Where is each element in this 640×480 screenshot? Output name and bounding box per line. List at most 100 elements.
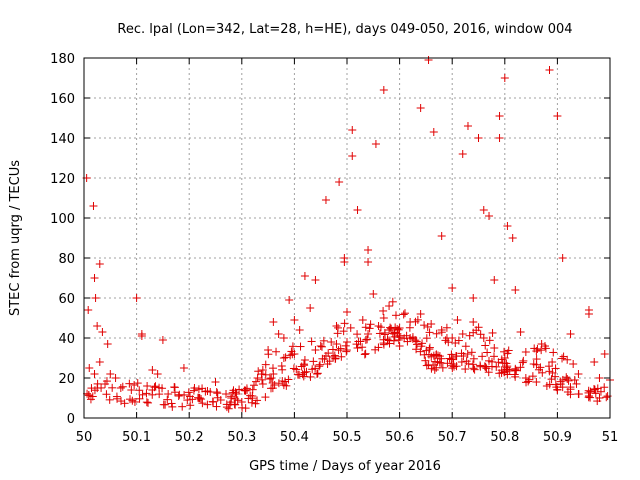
data-point xyxy=(268,364,277,373)
data-point xyxy=(388,297,397,306)
data-point xyxy=(354,337,363,346)
data-point xyxy=(102,377,111,386)
data-point xyxy=(476,330,485,339)
data-point xyxy=(335,178,344,186)
data-point xyxy=(591,389,600,398)
data-point xyxy=(340,319,349,328)
data-point xyxy=(533,344,542,353)
data-point xyxy=(490,344,499,352)
data-point xyxy=(295,326,304,334)
data-point xyxy=(385,302,394,310)
data-point xyxy=(261,393,270,402)
data-point xyxy=(212,388,221,397)
data-point xyxy=(84,306,93,314)
data-point xyxy=(248,394,257,403)
x-tick-label: 51 xyxy=(602,430,619,445)
y-tick-label: 0 xyxy=(67,412,75,427)
data-point xyxy=(399,310,408,319)
data-point xyxy=(593,397,602,406)
data-point xyxy=(272,347,281,356)
data-point xyxy=(133,379,142,388)
data-point xyxy=(258,366,267,374)
data-point xyxy=(267,374,276,383)
data-point xyxy=(203,400,212,409)
data-point xyxy=(559,352,568,361)
data-point xyxy=(379,306,388,315)
y-tick-label: 100 xyxy=(50,212,75,227)
data-point xyxy=(432,363,441,372)
data-point xyxy=(504,346,513,355)
data-point xyxy=(320,354,329,363)
data-point xyxy=(102,390,111,399)
data-point xyxy=(189,386,198,395)
data-point xyxy=(544,362,553,371)
data-point xyxy=(437,359,446,368)
data-point xyxy=(574,390,583,399)
y-tick-label: 20 xyxy=(58,372,75,387)
data-point xyxy=(108,383,117,392)
data-point xyxy=(461,342,470,351)
data-point xyxy=(103,340,112,348)
data-point xyxy=(333,329,342,338)
x-tick-label: 50.1 xyxy=(122,430,151,445)
data-point xyxy=(197,395,206,404)
data-point xyxy=(508,234,517,242)
data-point xyxy=(424,56,433,64)
data-point xyxy=(530,344,539,353)
x-tick-label: 50.8 xyxy=(490,430,519,445)
data-point xyxy=(316,360,325,369)
data-point xyxy=(511,364,520,373)
data-point xyxy=(332,322,341,330)
data-point xyxy=(470,365,479,374)
data-point xyxy=(488,328,497,337)
data-point xyxy=(483,348,492,357)
data-point xyxy=(142,398,151,407)
data-point xyxy=(261,360,270,369)
data-point xyxy=(120,399,129,408)
data-point xyxy=(137,332,146,340)
data-point xyxy=(584,393,593,402)
x-tick-label: 50.6 xyxy=(385,430,414,445)
data-point xyxy=(309,357,318,366)
data-point xyxy=(353,330,362,339)
data-point xyxy=(222,390,231,398)
data-point xyxy=(277,361,286,370)
data-point xyxy=(292,365,301,374)
data-point xyxy=(270,380,279,389)
data-point xyxy=(511,286,520,294)
data-point xyxy=(135,386,144,395)
y-tick-label: 140 xyxy=(50,132,75,147)
data-point xyxy=(293,370,302,379)
data-point xyxy=(502,359,511,368)
data-point xyxy=(566,330,575,338)
data-point xyxy=(327,338,336,346)
y-tick-label: 120 xyxy=(50,172,75,187)
data-point xyxy=(113,394,122,403)
data-point xyxy=(401,309,410,318)
data-point xyxy=(358,343,367,352)
data-point xyxy=(481,341,490,350)
data-point xyxy=(536,363,545,372)
data-point xyxy=(174,392,183,400)
data-point xyxy=(395,342,404,350)
data-point xyxy=(346,323,355,332)
data-point xyxy=(125,379,134,388)
data-point xyxy=(300,356,309,364)
data-point xyxy=(379,314,388,322)
data-point xyxy=(562,373,571,382)
data-point xyxy=(343,338,351,346)
data-point xyxy=(111,374,120,382)
data-point xyxy=(296,342,305,351)
data-point xyxy=(495,112,504,120)
data-point xyxy=(495,369,504,378)
data-point xyxy=(144,398,153,407)
data-point xyxy=(95,358,104,366)
data-point xyxy=(300,361,309,370)
data-point xyxy=(341,341,350,350)
data-point xyxy=(163,395,172,404)
data-point xyxy=(269,318,278,326)
data-point xyxy=(482,364,491,373)
y-tick-label: 80 xyxy=(58,252,75,267)
data-point xyxy=(279,334,288,342)
data-point xyxy=(387,324,396,333)
